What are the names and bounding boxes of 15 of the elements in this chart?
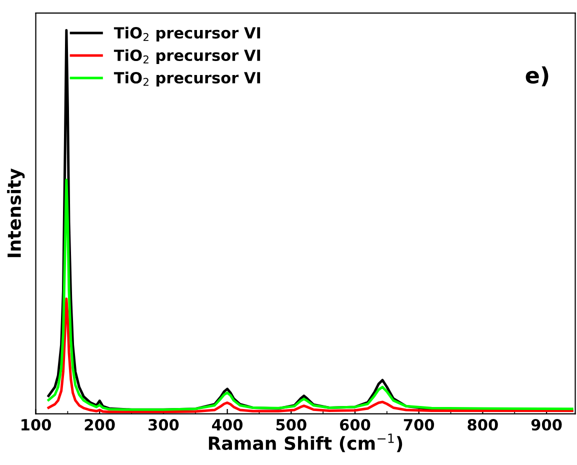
x-tick-label: 700 — [404, 418, 434, 431]
x-tick-label: 800 — [468, 418, 498, 431]
x-tick-label: 500 — [276, 418, 306, 431]
y-axis-title: Intensity — [7, 168, 25, 258]
legend-label: TiO$_{2}$ precursor VI — [114, 49, 260, 64]
legend-label: TiO$_{2}$ precursor VI — [114, 72, 260, 86]
x-tick-label: 600 — [340, 418, 370, 431]
annotation: e) — [526, 66, 548, 86]
x-tick-label: 200 — [84, 418, 115, 431]
x-tick-label: 300 — [148, 418, 179, 431]
x-tick-label: 100 — [22, 418, 51, 431]
x-tick-label: 400 — [212, 418, 243, 431]
x-tick-label: 900 — [531, 418, 562, 431]
legend-label: TiO$_{2}$ precursor VI — [114, 26, 260, 42]
x-axis-title: Raman Shift (cm$^{−1}$) — [208, 434, 402, 452]
